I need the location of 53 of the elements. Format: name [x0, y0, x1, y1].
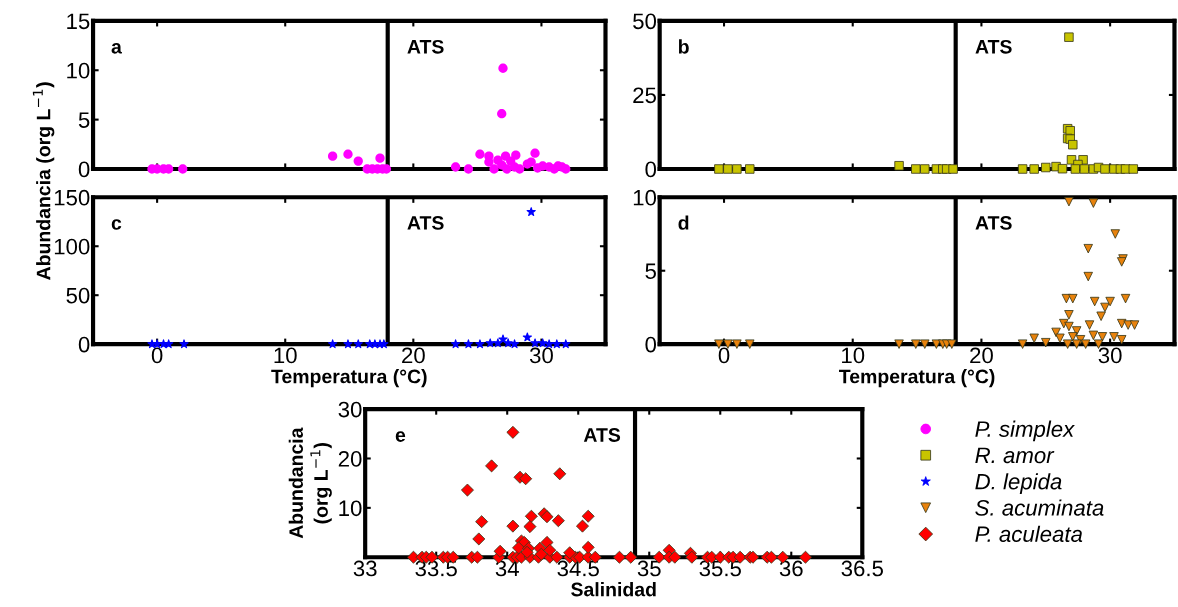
- y-tick-label: 50: [633, 13, 657, 30]
- y-axis-title: Abundancia (org L$^{−1}$): [32, 82, 55, 280]
- ref-line-label: ATS: [407, 216, 444, 230]
- ref-line-label: ATS: [583, 428, 621, 442]
- y-tick-label: 10: [67, 62, 90, 79]
- x-tick-label: 0: [718, 347, 730, 364]
- ref-line-label: ATS: [407, 39, 444, 54]
- x-axis-title: Temperatura (°C): [839, 369, 995, 388]
- ref-line-label: ATS: [975, 216, 1012, 230]
- x-tick-label: 20: [970, 347, 993, 364]
- x-tick-label: 30: [1098, 347, 1122, 364]
- x-axis-title: Temperatura (°C): [271, 369, 427, 388]
- x-tick-label: 36: [779, 560, 803, 577]
- legend-label: S. acuminata: [975, 499, 1104, 516]
- y-tick-label: 10: [339, 500, 362, 517]
- ref-line-label: ATS: [975, 39, 1012, 54]
- x-tick-label: 33.5: [415, 560, 457, 577]
- y-tick-label: 25: [633, 87, 656, 104]
- y-tick-label: 0: [78, 161, 90, 178]
- x-tick-label: 35.5: [699, 560, 741, 577]
- y-tick-label: 5: [645, 263, 656, 279]
- annotation: d: [678, 215, 689, 230]
- x-tick-label: 0: [151, 347, 163, 364]
- y-tick-label: 20: [338, 451, 362, 467]
- x-tick-label: 30: [529, 347, 553, 364]
- x-tick-label: 36.5: [841, 560, 883, 577]
- y-tick-label: 0: [645, 336, 657, 353]
- y-tick-label: 50: [66, 287, 90, 304]
- x-tick-label: 34.5: [557, 560, 599, 577]
- legend-label: D. lepida: [975, 473, 1062, 494]
- x-tick-label: 34: [495, 560, 519, 577]
- y-tick-label: 0: [78, 336, 90, 353]
- x-tick-label: 33: [353, 560, 377, 577]
- y-axis-title: Abundancia (org L$^{−1}$): [288, 427, 332, 539]
- x-tick-label: 10: [842, 347, 865, 364]
- annotation: e: [395, 431, 406, 442]
- annotation: b: [678, 39, 689, 54]
- x-tick-label: 35: [637, 560, 661, 577]
- y-tick-label: 100: [54, 238, 90, 255]
- y-tick-label: 30: [338, 401, 362, 418]
- x-tick-label: 10: [274, 347, 297, 364]
- y-tick-label: 10: [633, 189, 657, 206]
- y-tick-label: 150: [54, 189, 90, 206]
- legend-label: P. simplex: [975, 420, 1075, 442]
- x-tick-label: 20: [402, 347, 425, 364]
- legend-label: P. aculeata: [975, 525, 1083, 543]
- y-tick-label: 5: [78, 112, 90, 128]
- legend-label: R. amor: [975, 447, 1055, 464]
- x-axis-title: Salinidad: [571, 582, 656, 597]
- y-tick-label: 15: [67, 13, 90, 30]
- y-tick-label: 0: [645, 161, 657, 178]
- annotation: a: [111, 43, 122, 54]
- annotation: c: [111, 219, 122, 230]
